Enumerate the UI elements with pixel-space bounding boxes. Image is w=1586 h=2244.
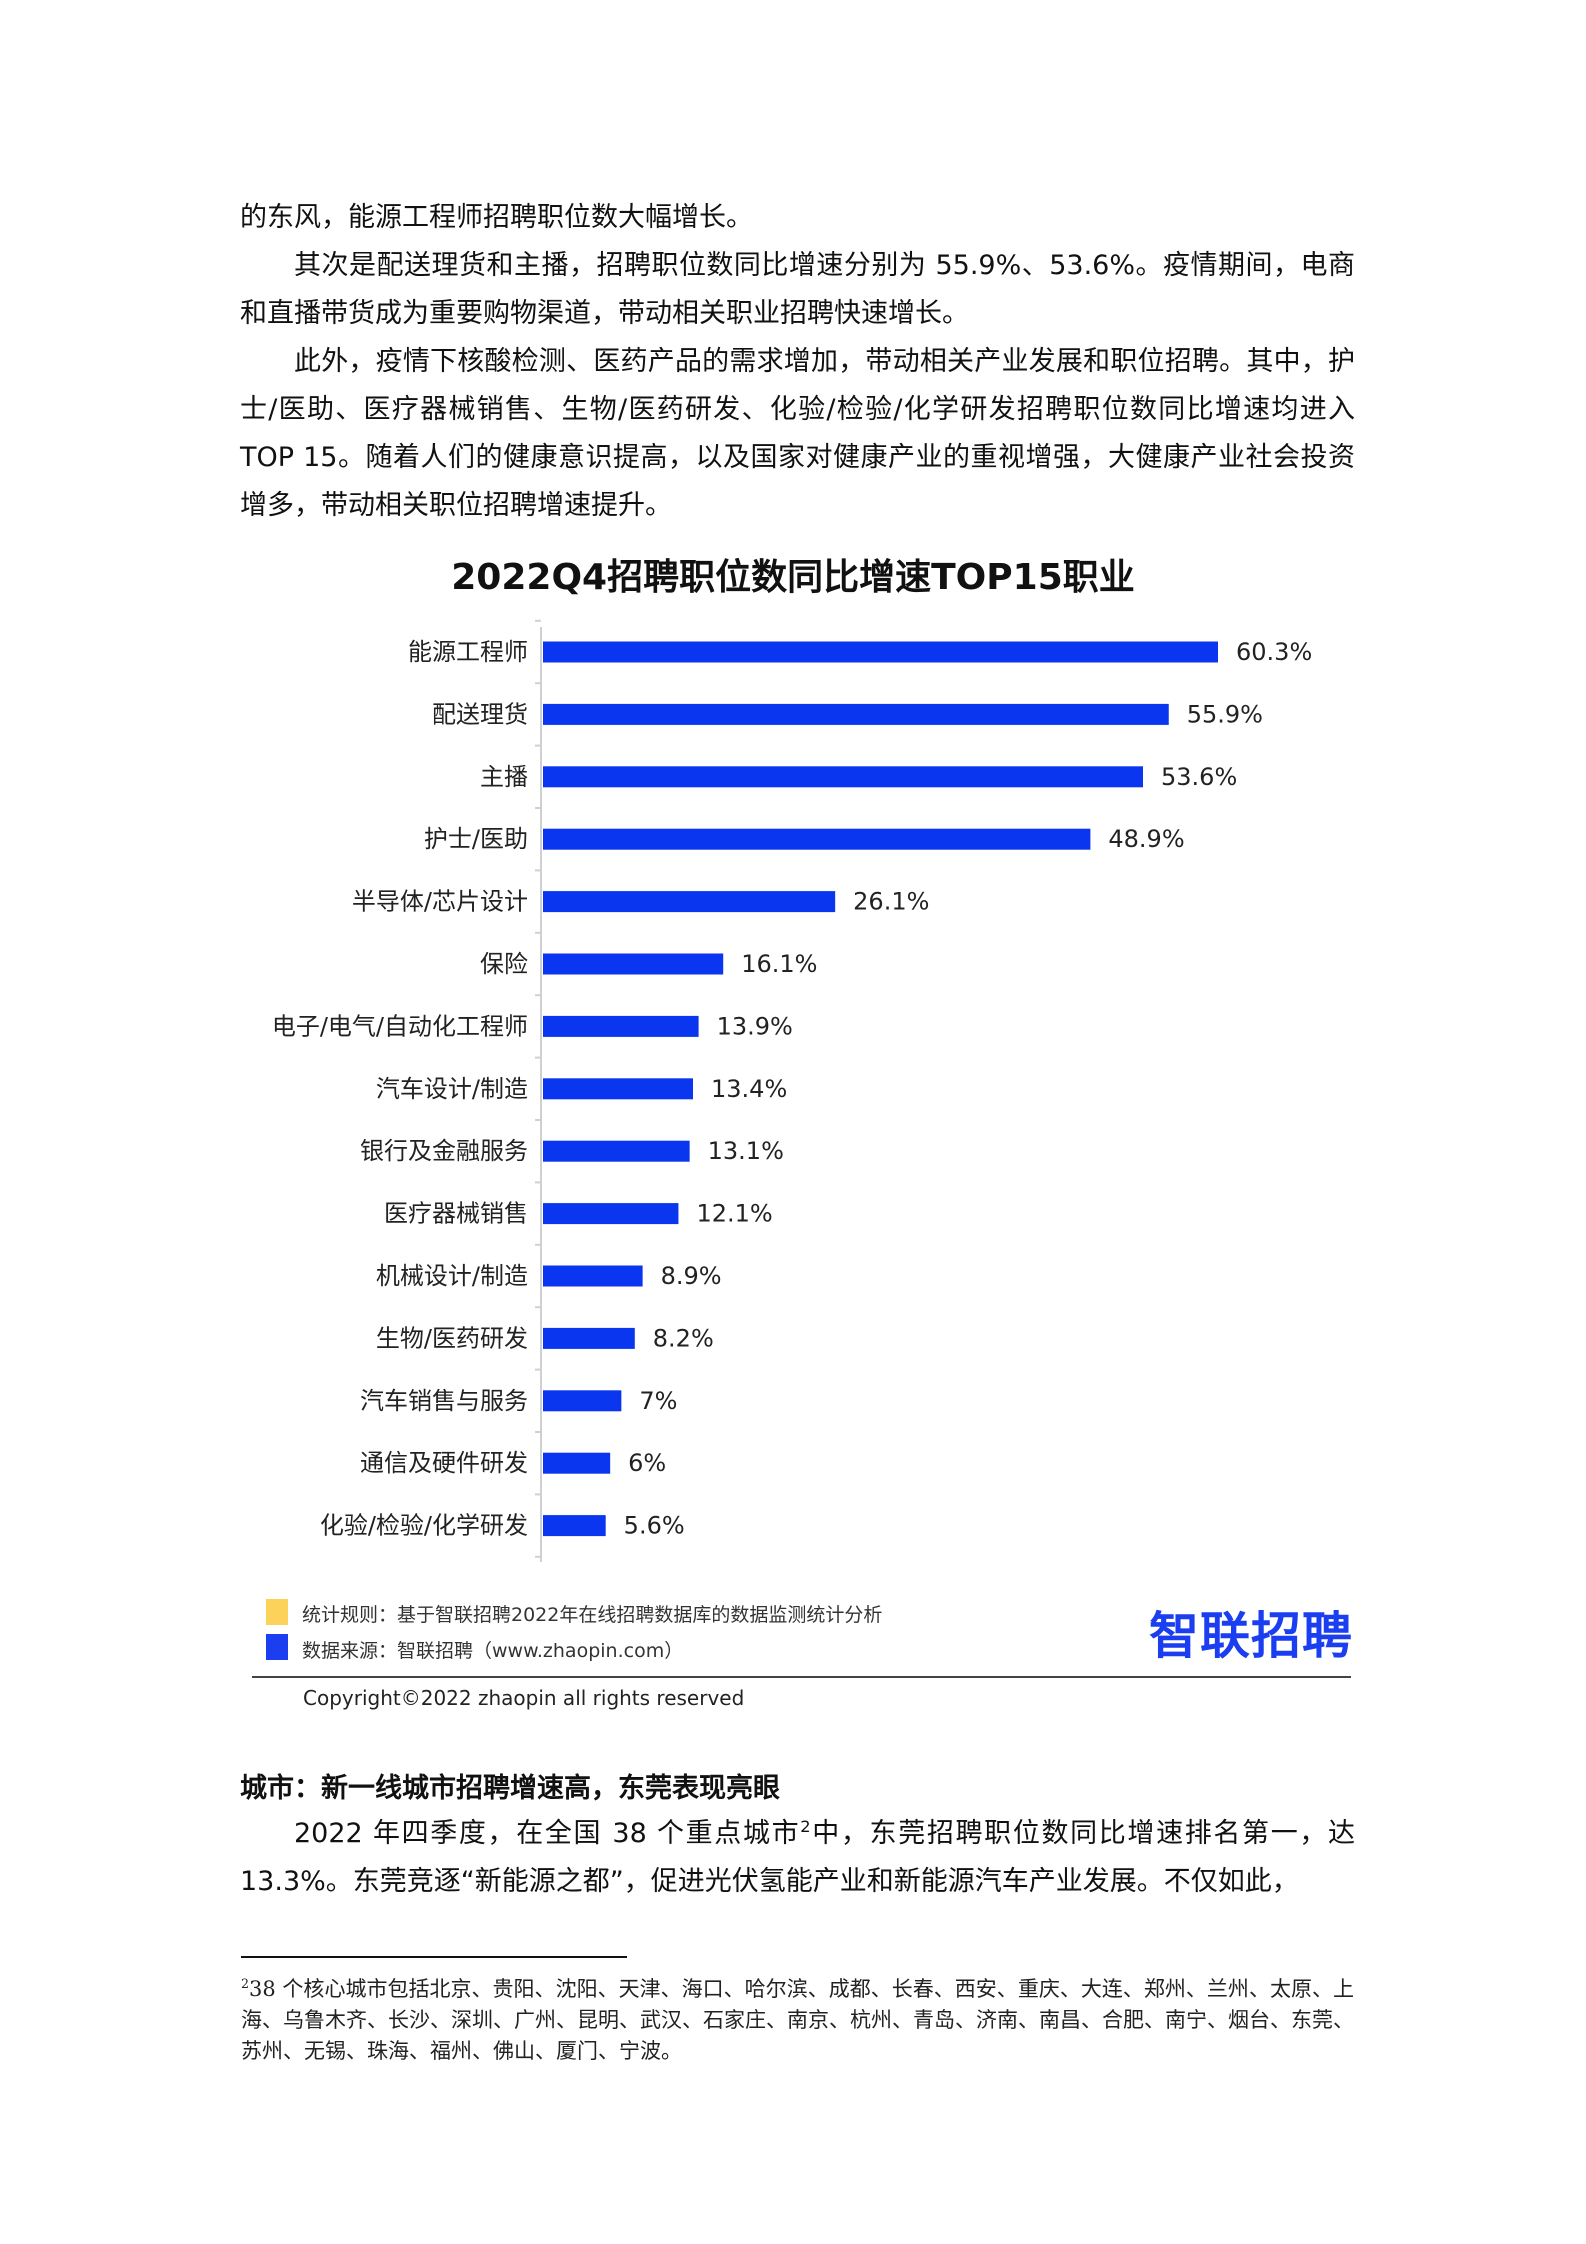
data-label: 26.1% <box>853 888 929 916</box>
data-label: 60.3% <box>1236 638 1312 666</box>
section-heading: 城市：新一线城市招聘增速高，东莞表现亮眼 <box>240 1773 780 1804</box>
city-text-part2: 中，东莞招聘职位数同比增速排名第一，达 13.3%。东莞竞逐“新能源之都”，促进… <box>240 1818 1356 1897</box>
data-label: 8.9% <box>661 1262 722 1290</box>
paragraph-city: 2022 年四季度，在全国 38 个重点城市2中，东莞招聘职位数同比增速排名第一… <box>240 1810 1355 1906</box>
bar <box>543 1515 606 1537</box>
legend-rule-swatch <box>266 1599 288 1625</box>
zhaopin-logo: 智联招聘 <box>1149 1607 1353 1665</box>
divider <box>252 1676 1351 1678</box>
data-label: 48.9% <box>1108 825 1184 853</box>
bar <box>543 1203 679 1225</box>
intro-text: 的东风，能源工程师招聘职位数大幅增长。 其次是配送理货和主播，招聘职位数同比增速… <box>240 194 1355 530</box>
data-label: 8.2% <box>653 1324 714 1352</box>
chart-title: 2022Q4招聘职位数同比增速TOP15职业 <box>451 557 1135 598</box>
data-label: 53.6% <box>1161 763 1237 791</box>
category-label: 银行及金融服务 <box>360 1137 528 1165</box>
bar <box>543 1078 693 1100</box>
category-label: 电子/电气/自动化工程师 <box>272 1012 528 1040</box>
category-label: 生物/医药研发 <box>376 1324 528 1352</box>
data-label: 12.1% <box>696 1200 772 1228</box>
category-label: 半导体/芯片设计 <box>352 888 528 916</box>
paragraph-health: 此外，疫情下核酸检测、医药产品的需求增加，带动相关产业发展和职位招聘。其中，护士… <box>240 346 1355 521</box>
data-label: 13.4% <box>711 1075 787 1103</box>
city-text: 2022 年四季度，在全国 38 个重点城市2中，东莞招聘职位数同比增速排名第一… <box>240 1810 1355 1906</box>
copyright-text: Copyright©2022 zhaopin all rights reserv… <box>303 1686 745 1710</box>
footnote-divider <box>241 1956 627 1958</box>
data-label: 6% <box>628 1449 666 1477</box>
footnote-ref[interactable]: 2 <box>800 1817 811 1836</box>
data-label: 13.9% <box>717 1012 793 1040</box>
bar <box>543 703 1169 725</box>
bar <box>543 766 1143 788</box>
category-label: 保险 <box>480 950 528 978</box>
data-label: 7% <box>639 1387 677 1415</box>
footnote: 238 个核心城市包括北京、贵阳、沈阳、天津、海口、哈尔滨、成都、长春、西安、重… <box>241 1974 1354 2067</box>
footnote-text: 38 个核心城市包括北京、贵阳、沈阳、天津、海口、哈尔滨、成都、长春、西安、重庆… <box>241 1977 1354 2063</box>
data-label: 5.6% <box>624 1512 685 1540</box>
category-label: 护士/医助 <box>424 825 528 853</box>
legend-rule-text: 统计规则：基于智联招聘2022年在线招聘数据库的数据监测统计分析 <box>302 1604 883 1626</box>
bar <box>543 1265 643 1287</box>
bar <box>543 1390 622 1412</box>
category-label: 配送理货 <box>432 700 528 728</box>
category-label: 能源工程师 <box>408 638 528 666</box>
bar <box>543 953 724 975</box>
paragraph-continuation: 的东风，能源工程师招聘职位数大幅增长。 <box>240 202 753 233</box>
data-label: 55.9% <box>1187 700 1263 728</box>
bar <box>543 1015 699 1037</box>
category-label: 通信及硬件研发 <box>360 1449 528 1477</box>
data-label: 16.1% <box>741 950 817 978</box>
bar <box>543 1140 690 1162</box>
bar <box>543 891 836 913</box>
bar <box>543 828 1091 850</box>
legend-source-swatch <box>266 1634 288 1660</box>
category-label: 机械设计/制造 <box>376 1262 528 1290</box>
category-label: 汽车销售与服务 <box>360 1387 528 1415</box>
bar <box>543 1327 635 1349</box>
data-label: 13.1% <box>708 1137 784 1165</box>
category-label: 汽车设计/制造 <box>376 1075 528 1103</box>
city-text-part1: 2022 年四季度，在全国 38 个重点城市 <box>294 1818 801 1849</box>
bar <box>543 1452 611 1474</box>
legend-source-text: 数据来源：智联招聘（www.zhaopin.com） <box>302 1640 684 1662</box>
bar <box>543 641 1218 663</box>
category-label: 主播 <box>480 763 528 791</box>
bar-chart: 能源工程师 60.3% 配送理货 55.9% 主播 53.6% 护士/医助 48.9% 半导体/… <box>272 619 1312 1562</box>
category-label: 医疗器械销售 <box>384 1200 528 1228</box>
paragraph-delivery-streaming: 其次是配送理货和主播，招聘职位数同比增速分别为 55.9%、53.6%。疫情期间… <box>240 250 1355 329</box>
category-label: 化验/检验/化学研发 <box>320 1512 528 1540</box>
footnote-mark: 2 <box>241 1976 250 1991</box>
